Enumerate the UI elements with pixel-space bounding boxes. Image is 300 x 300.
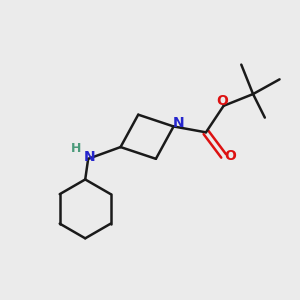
Text: N: N [173, 116, 185, 130]
Text: N: N [84, 150, 95, 164]
Text: H: H [70, 142, 81, 155]
Text: O: O [224, 149, 236, 163]
Text: O: O [216, 94, 228, 107]
